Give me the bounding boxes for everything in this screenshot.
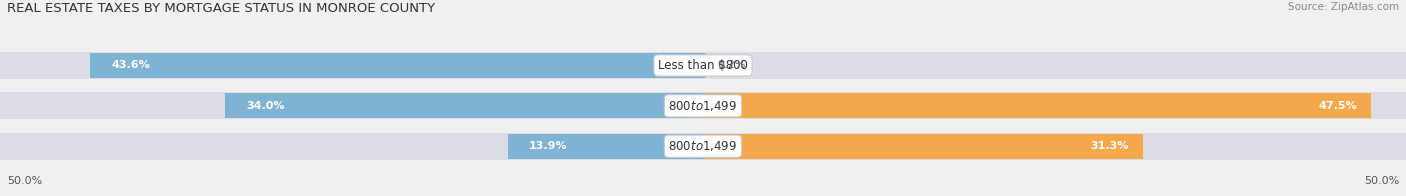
Bar <box>703 53 706 78</box>
Bar <box>225 93 703 118</box>
Bar <box>0 92 1406 119</box>
Bar <box>0 133 1406 160</box>
Bar <box>0 52 1406 79</box>
Text: 34.0%: 34.0% <box>246 101 284 111</box>
Bar <box>90 53 703 78</box>
Text: 31.3%: 31.3% <box>1091 141 1129 151</box>
Text: 50.0%: 50.0% <box>7 176 42 186</box>
Bar <box>703 93 1371 118</box>
Text: 50.0%: 50.0% <box>1364 176 1399 186</box>
Text: $800 to $1,499: $800 to $1,499 <box>668 139 738 153</box>
Text: Less than $800: Less than $800 <box>658 59 748 72</box>
Text: Source: ZipAtlas.com: Source: ZipAtlas.com <box>1288 2 1399 12</box>
Text: 43.6%: 43.6% <box>111 60 150 70</box>
Text: 13.9%: 13.9% <box>529 141 567 151</box>
Bar <box>508 134 703 159</box>
Text: REAL ESTATE TAXES BY MORTGAGE STATUS IN MONROE COUNTY: REAL ESTATE TAXES BY MORTGAGE STATUS IN … <box>7 2 434 15</box>
Bar <box>703 134 1143 159</box>
Text: $800 to $1,499: $800 to $1,499 <box>668 99 738 113</box>
Text: 47.5%: 47.5% <box>1319 101 1357 111</box>
Text: 0.2%: 0.2% <box>717 60 745 70</box>
